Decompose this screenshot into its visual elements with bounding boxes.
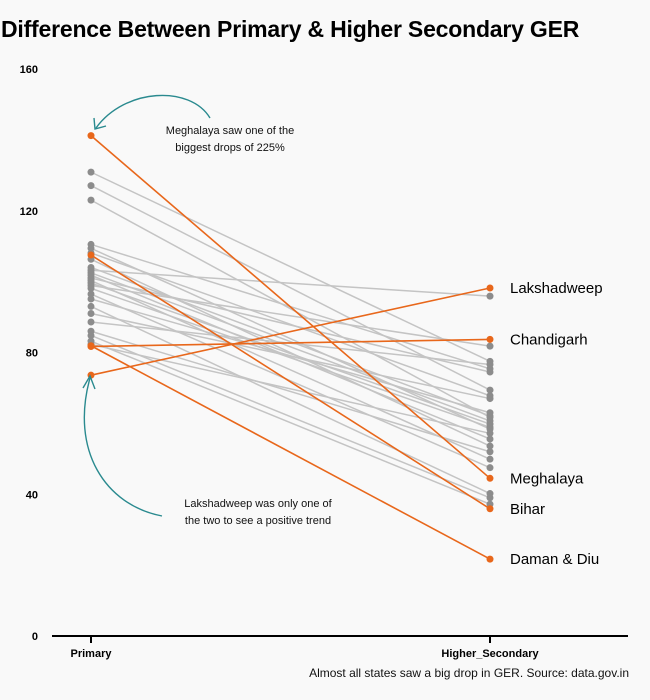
state-point bbox=[486, 361, 494, 369]
state-point bbox=[486, 386, 494, 394]
state-point bbox=[486, 442, 494, 450]
state-point bbox=[87, 302, 95, 310]
state-point bbox=[486, 423, 494, 431]
meghalaya-label: Meghalaya bbox=[510, 470, 584, 487]
state-point bbox=[87, 290, 95, 298]
state-point bbox=[87, 310, 95, 318]
y-tick-label: 120 bbox=[20, 206, 38, 218]
daman-diu-line bbox=[90, 345, 491, 560]
x-tick-label: Higher_Secondary bbox=[441, 648, 539, 660]
bihar-line bbox=[90, 254, 491, 510]
highlight-lines-group bbox=[90, 135, 491, 560]
state-line bbox=[90, 279, 491, 460]
state-point bbox=[486, 395, 494, 403]
state-point bbox=[486, 368, 494, 376]
state-line bbox=[90, 199, 491, 419]
state-line bbox=[90, 287, 491, 428]
state-line bbox=[90, 340, 491, 505]
meghalaya-line bbox=[90, 135, 491, 479]
state-line bbox=[90, 330, 491, 453]
state-point bbox=[87, 331, 95, 339]
state-line bbox=[90, 266, 491, 417]
labels-group: Lakshadweep Chandigarh Meghalaya Bihar Daman… bbox=[309, 280, 629, 680]
state-point bbox=[486, 464, 494, 472]
axes-group: Primary Higher_Secondary 0 40 80 120 160 bbox=[20, 64, 628, 660]
daman-diu-point bbox=[87, 342, 95, 350]
annotation-text-meghalaya: biggest drops of 225% bbox=[175, 142, 285, 154]
state-line bbox=[90, 312, 491, 400]
x-tick-label: Primary bbox=[71, 648, 113, 660]
state-point bbox=[87, 318, 95, 326]
meghalaya-point bbox=[486, 474, 494, 482]
chandigarh-label: Chandigarh bbox=[510, 331, 588, 348]
annotation-text-meghalaya: Meghalaya saw one of the bbox=[166, 125, 294, 137]
state-line bbox=[90, 343, 491, 435]
bihar-point bbox=[486, 505, 494, 513]
annotation-text-lakshadweep: Lakshadweep was only one of bbox=[184, 498, 332, 510]
state-point bbox=[486, 292, 494, 300]
annotation-text-lakshadweep: the two to see a positive trend bbox=[185, 515, 331, 527]
y-tick-label: 40 bbox=[26, 489, 38, 501]
chandigarh-point bbox=[486, 335, 494, 343]
arrowhead-icon bbox=[93, 117, 107, 130]
caption: Almost all states saw a big drop in GER.… bbox=[309, 666, 629, 680]
state-point bbox=[486, 429, 494, 437]
lakshadweep-label: Lakshadweep bbox=[510, 280, 603, 297]
lakshadweep-point bbox=[486, 284, 494, 292]
annotations-group: Meghalaya saw one of the biggest drops of… bbox=[82, 94, 333, 527]
lakshadweep-line bbox=[90, 287, 491, 376]
state-line bbox=[90, 284, 491, 347]
state-line bbox=[90, 171, 491, 363]
state-point bbox=[486, 342, 494, 350]
meghalaya-point bbox=[87, 132, 95, 140]
base-lines-group bbox=[90, 171, 491, 505]
state-point bbox=[486, 494, 494, 502]
state-line bbox=[90, 293, 491, 469]
daman-diu-label: Daman & Diu bbox=[510, 551, 599, 568]
daman-diu-point bbox=[486, 555, 494, 563]
state-point bbox=[486, 448, 494, 456]
chart-title: Difference Between Primary & Higher Seco… bbox=[1, 16, 580, 42]
state-line bbox=[90, 277, 491, 373]
state-line bbox=[90, 247, 491, 430]
state-line bbox=[90, 269, 491, 297]
state-point bbox=[87, 284, 95, 292]
arrowhead-icon bbox=[82, 374, 96, 390]
y-tick-label: 80 bbox=[26, 348, 38, 360]
y-tick-label: 0 bbox=[32, 631, 38, 643]
state-point bbox=[87, 295, 95, 303]
y-tick-label: 160 bbox=[20, 64, 38, 76]
state-point bbox=[87, 196, 95, 204]
state-line bbox=[90, 282, 491, 425]
state-line bbox=[90, 305, 491, 495]
annotation-arrow-meghalaya bbox=[95, 94, 211, 129]
state-point bbox=[486, 435, 494, 443]
state-point bbox=[486, 409, 494, 417]
bihar-label: Bihar bbox=[510, 501, 545, 518]
state-line bbox=[90, 334, 491, 499]
chandigarh-line bbox=[90, 338, 491, 348]
base-points-group bbox=[87, 168, 494, 508]
state-point bbox=[87, 182, 95, 190]
bihar-point bbox=[87, 251, 95, 259]
state-line bbox=[90, 258, 491, 447]
state-point bbox=[87, 168, 95, 176]
state-point bbox=[486, 455, 494, 463]
annotation-arrow-lakshadweep bbox=[83, 377, 163, 517]
